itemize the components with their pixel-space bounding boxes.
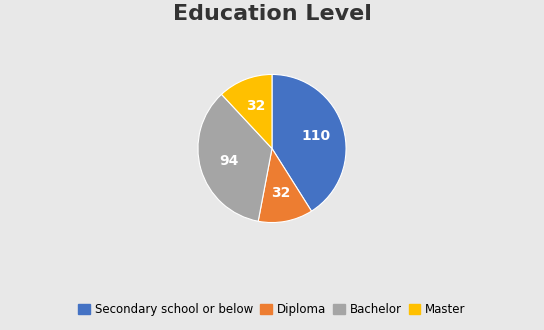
Text: 32: 32 <box>246 99 265 113</box>
Legend: Secondary school or below, Diploma, Bachelor, Master: Secondary school or below, Diploma, Bach… <box>73 298 471 321</box>
Wedge shape <box>198 94 272 221</box>
Text: 32: 32 <box>271 186 290 200</box>
Wedge shape <box>258 148 312 222</box>
Wedge shape <box>221 75 272 148</box>
Text: 110: 110 <box>301 129 330 143</box>
Wedge shape <box>272 75 346 211</box>
Text: 94: 94 <box>219 154 238 168</box>
Title: Education Level: Education Level <box>172 4 372 24</box>
